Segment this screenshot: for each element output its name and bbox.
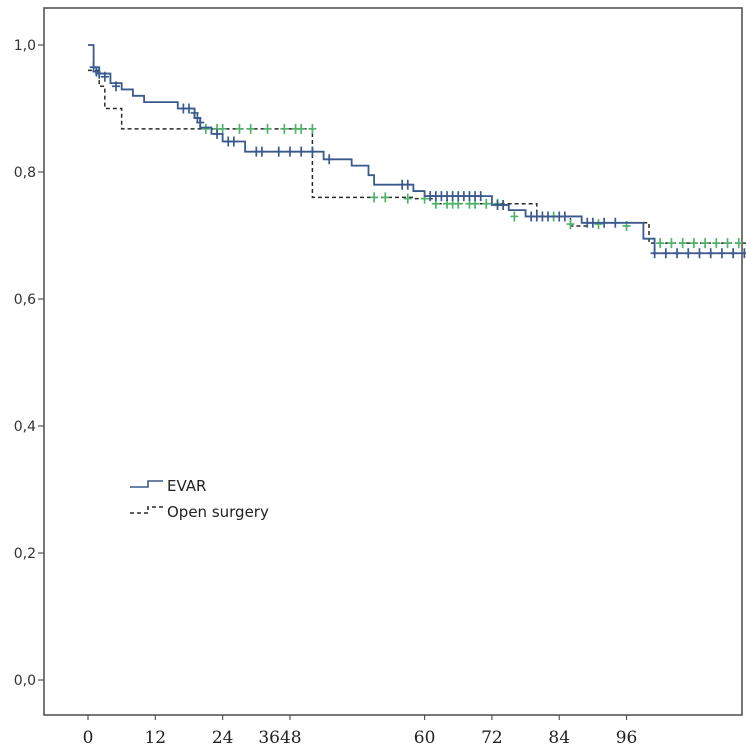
censor-mark <box>701 238 710 249</box>
y-axis: 0,0 0,2 0,4 0,6 0,8 1,0 <box>14 38 44 689</box>
censor-mark <box>661 248 670 259</box>
plot-frame <box>43 7 743 716</box>
y-tick-label: 0,2 <box>14 546 36 562</box>
censor-mark <box>235 123 244 134</box>
censor-mark <box>499 200 508 211</box>
x-tick-label: 84 <box>548 728 570 748</box>
censor-mark <box>100 71 109 82</box>
y-tick-label: 0,6 <box>14 292 36 308</box>
censor-mark <box>308 123 317 134</box>
x-tick-label: 60 <box>414 728 436 748</box>
censor-mark <box>740 248 746 259</box>
censor-mark <box>297 123 306 134</box>
censor-mark <box>544 211 553 222</box>
x-tick-label: 3648 <box>258 728 301 748</box>
censor-mark <box>184 103 193 114</box>
censor-mark <box>196 117 205 128</box>
censor-mark <box>280 123 289 134</box>
censor-mark <box>729 248 738 259</box>
censor-mark <box>190 107 199 118</box>
legend-open-surgery-symbol <box>130 506 163 514</box>
censor-mark <box>476 191 485 202</box>
x-tick-label: 24 <box>212 728 234 748</box>
censor-mark <box>246 123 255 134</box>
censor-mark <box>297 146 306 157</box>
censor-mark <box>689 238 698 249</box>
censor-mark <box>213 128 222 139</box>
censor-mark <box>706 248 715 259</box>
censor-mark <box>308 146 317 157</box>
y-tick-label: 0,4 <box>14 419 36 435</box>
x-tick-label: 12 <box>144 728 166 748</box>
y-tick-label: 0,8 <box>14 165 36 181</box>
censor-mark <box>229 136 238 147</box>
censor-mark <box>218 123 227 134</box>
censor-mark <box>482 198 491 209</box>
y-tick-label: 0,0 <box>14 673 36 689</box>
censor-mark <box>667 238 676 249</box>
censor-mark <box>734 238 743 249</box>
censor-mark <box>112 81 121 92</box>
series-evar <box>88 44 746 259</box>
censor-mark <box>257 146 266 157</box>
censor-mark <box>594 219 603 230</box>
censor-mark <box>723 238 732 249</box>
censor-mark <box>560 211 569 222</box>
y-tick-label: 1,0 <box>14 38 36 54</box>
censor-mark <box>611 217 620 228</box>
censor-mark <box>274 146 283 157</box>
censor-mark <box>600 217 609 228</box>
censor-mark <box>684 248 693 259</box>
legend-item-open-surgery: Open surgery <box>130 503 269 521</box>
legend-evar-label: EVAR <box>167 477 206 495</box>
legend: EVAR Open surgery <box>130 477 269 521</box>
legend-evar-symbol <box>130 480 163 488</box>
censor-mark <box>201 123 210 134</box>
survival-curves <box>88 44 746 259</box>
x-tick-label: 72 <box>481 728 503 748</box>
legend-item-evar: EVAR <box>130 477 206 495</box>
censor-mark <box>325 154 334 165</box>
censor-mark <box>381 192 390 203</box>
x-tick-label: 0 <box>83 728 94 748</box>
censor-mark <box>566 219 575 230</box>
censor-mark <box>588 217 597 228</box>
survival-line <box>88 44 746 255</box>
censor-mark <box>403 193 412 204</box>
censor-mark <box>712 238 721 249</box>
censor-mark <box>95 68 104 79</box>
censor-mark <box>370 192 379 203</box>
censor-mark <box>673 248 682 259</box>
censor-mark <box>510 211 519 222</box>
x-axis: 0 12 24 3648 60 72 84 96 <box>83 715 638 748</box>
censor-mark <box>695 248 704 259</box>
legend-open-surgery-label: Open surgery <box>167 503 269 521</box>
censor-mark <box>717 248 726 259</box>
censor-mark <box>650 248 659 259</box>
censor-mark <box>403 179 412 190</box>
x-tick-label: 96 <box>616 728 638 748</box>
censor-mark <box>656 238 665 249</box>
censor-mark <box>678 238 687 249</box>
censor-mark <box>285 146 294 157</box>
censor-mark <box>263 123 272 134</box>
